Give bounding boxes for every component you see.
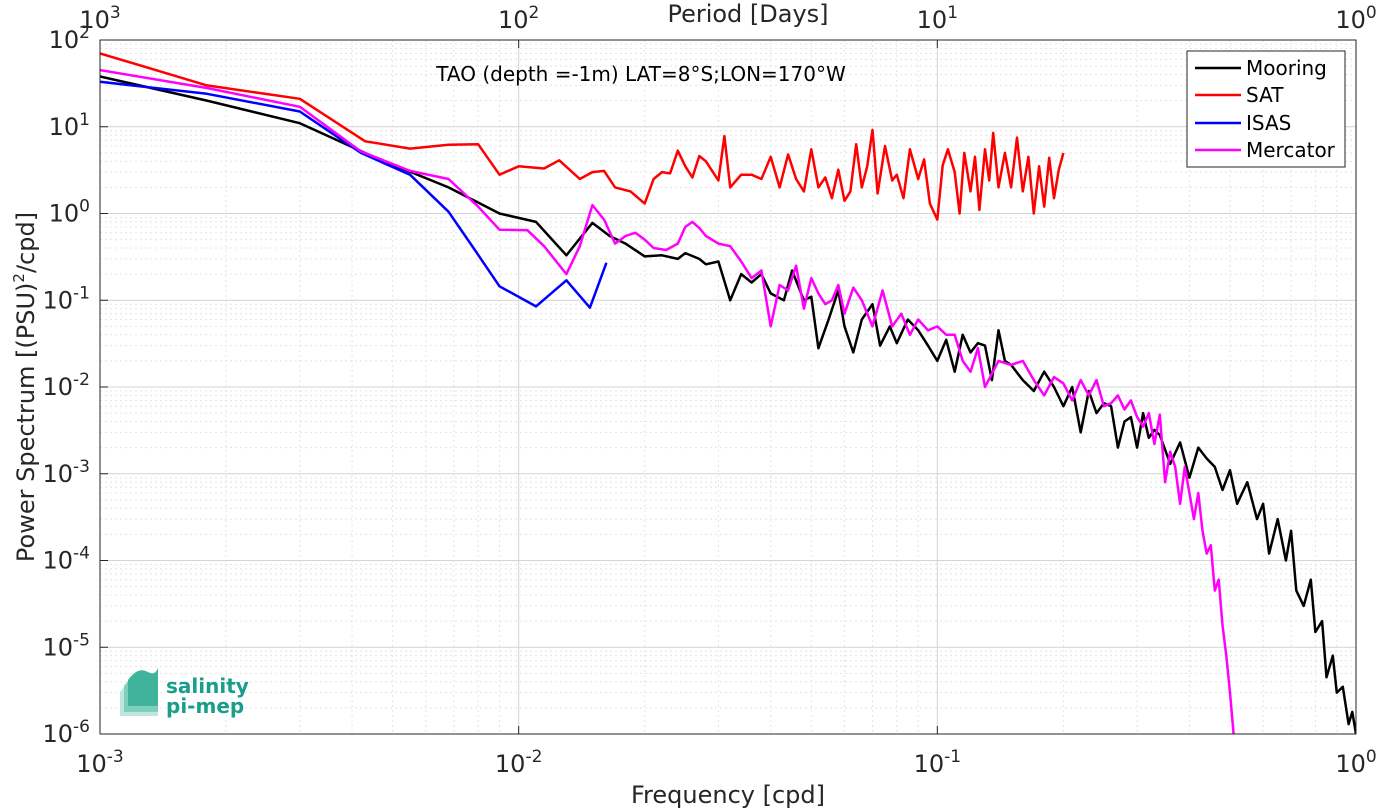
series-lines: [100, 52, 1356, 734]
y-axis-label: Power Spectrum [(PSU)2/cpd]: [10, 212, 40, 562]
legend-label-isas: ISAS: [1246, 111, 1291, 135]
y-tick-label: 10-4: [43, 544, 91, 575]
y-tick-label: 10-3: [43, 457, 91, 488]
x-tick-label: 10-3: [76, 747, 124, 778]
salinity-pi-mep-logo: salinity pi-mep: [120, 668, 249, 718]
series-line-mercator: [100, 68, 1235, 734]
top-axis-label: Period [Days]: [667, 0, 828, 28]
y-axis-label-exponent: 2: [10, 273, 28, 283]
legend-box: [1186, 50, 1346, 168]
x-tick-label: 10-1: [914, 747, 962, 778]
legend-label-mercator: Mercator: [1246, 138, 1336, 162]
x-tick-label: 10-2: [495, 747, 543, 778]
series-line-mooring: [100, 75, 1356, 734]
top-tick-label: 100: [1335, 3, 1376, 34]
x-tick-label: 100: [1335, 747, 1376, 778]
y-tick-label: 10-1: [43, 283, 91, 314]
top-tick-label: 103: [79, 3, 120, 34]
y-tick-label: 101: [49, 110, 90, 141]
y-tick-label: 10-2: [43, 370, 91, 401]
series-line-sat: [100, 52, 1065, 221]
y-tick-label: 10-5: [43, 630, 91, 661]
wave-logo-icon: [120, 668, 158, 716]
legend-label-mooring: Mooring: [1246, 56, 1327, 80]
y-tick-label: 100: [49, 197, 90, 228]
top-tick-label: 101: [917, 3, 958, 34]
chart-title: TAO (depth =-1m) LAT=8°S;LON=170°W: [435, 62, 846, 86]
top-tick-label: 102: [498, 3, 539, 34]
y-axis-label-unit: /cpd]: [12, 212, 40, 273]
legend: Mooring SAT ISAS Mercator: [1186, 50, 1346, 168]
y-tick-label: 102: [49, 23, 90, 54]
legend-label-sat: SAT: [1246, 83, 1284, 107]
x-axis-label: Frequency [cpd]: [631, 781, 825, 809]
logo-text-pi-mep: pi-mep: [166, 694, 244, 718]
series-line-isas: [100, 80, 608, 309]
y-axis-label-main: Power Spectrum [(PSU): [12, 283, 40, 562]
logo-text-salinity: salinity: [166, 674, 249, 698]
y-tick-label: 10-6: [43, 717, 91, 748]
